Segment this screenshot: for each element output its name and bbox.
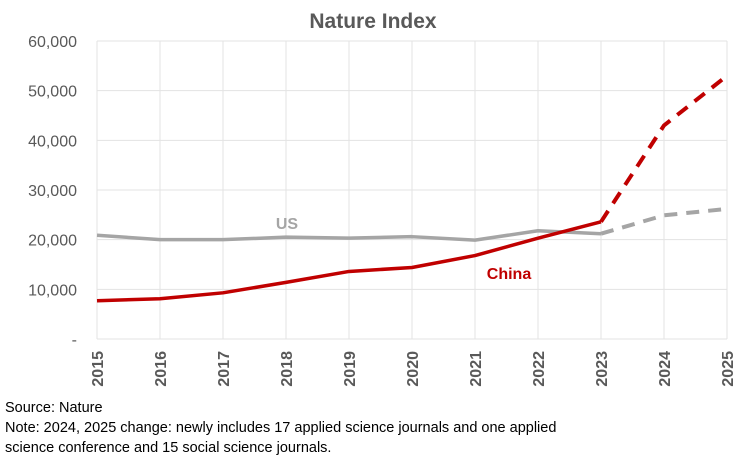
- x-tick-label: 2025: [720, 351, 737, 387]
- change-note-line-2: science conference and 15 social science…: [5, 440, 332, 456]
- y-axis-tick-labels: - 10,000 20,000 30,000 40,000 50,000 60,000: [28, 34, 77, 349]
- source-note: Source: Nature: [5, 400, 103, 416]
- y-tick-label: 40,000: [28, 133, 77, 150]
- us-series-line: [96, 228, 602, 242]
- x-tick-label: 2015: [90, 351, 107, 387]
- x-tick-label: 2024: [657, 351, 674, 387]
- x-tick-label: 2016: [153, 351, 170, 387]
- line-chart: Nature Index - 10,000 20,000 30,000 40,000 50…: [28, 10, 737, 387]
- x-tick-label: 2022: [531, 351, 548, 387]
- y-tick-label: 20,000: [28, 233, 77, 250]
- y-tick-label: 30,000: [28, 183, 77, 200]
- y-tick-label: 10,000: [28, 282, 77, 299]
- series-lines: [96, 74, 729, 303]
- x-tick-label: 2023: [594, 351, 611, 387]
- china-series-line-dashed: [599, 74, 729, 223]
- y-tick-label: -: [72, 332, 77, 349]
- series-labels: US China: [276, 216, 531, 283]
- grid-lines: [96, 40, 728, 340]
- y-tick-label: 50,000: [28, 84, 77, 101]
- china-series-label: China: [487, 266, 532, 283]
- x-tick-label: 2019: [342, 351, 359, 387]
- china-series-line: [96, 220, 602, 303]
- x-tick-label: 2021: [468, 351, 485, 387]
- x-tick-label: 2018: [279, 351, 296, 387]
- us-series-label: US: [276, 216, 299, 233]
- x-axis-tick-labels: 2015 2016 2017 2018 2019 2020 2021 2022 2023 2024…: [90, 351, 737, 387]
- x-tick-label: 2020: [405, 351, 422, 387]
- change-note-line-1: Note: 2024, 2025 change: newly includes …: [5, 420, 557, 436]
- y-tick-label: 60,000: [28, 34, 77, 51]
- x-tick-label: 2017: [216, 351, 233, 387]
- chart-footer-notes: Source: Nature Note: 2024, 2025 change: …: [5, 398, 745, 458]
- chart-title: Nature Index: [309, 10, 437, 33]
